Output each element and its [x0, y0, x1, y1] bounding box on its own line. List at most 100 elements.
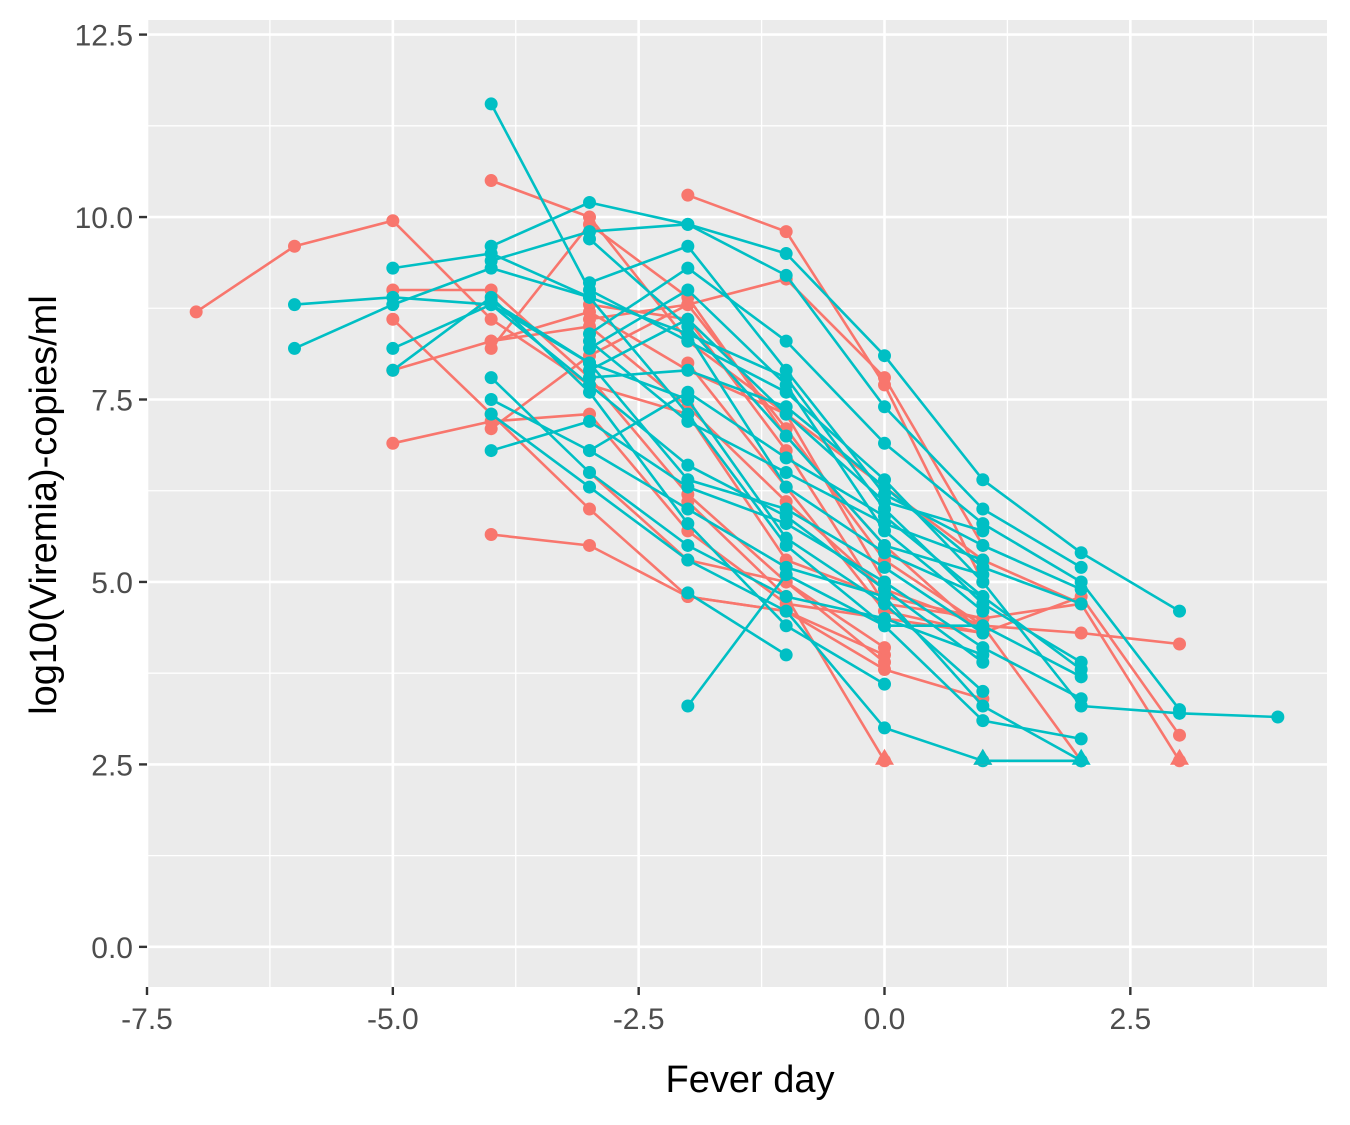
data-point-cyan — [583, 414, 596, 428]
data-point-cyan — [288, 341, 301, 355]
data-point-cyan — [779, 619, 793, 633]
series-line-cyan — [588, 390, 1082, 671]
data-point-red — [484, 334, 498, 348]
data-point-cyan — [878, 349, 891, 363]
data-point-cyan — [878, 480, 891, 494]
data-point-cyan — [779, 407, 793, 421]
series-line-cyan — [392, 252, 1082, 741]
series-line-cyan — [490, 201, 1181, 613]
censored-point-cyan — [1071, 748, 1091, 765]
data-point-cyan — [583, 232, 596, 246]
censored-point-red — [875, 748, 894, 765]
data-point-red — [583, 305, 596, 319]
data-point-red — [484, 312, 498, 326]
data-point-cyan — [976, 553, 990, 567]
data-point-red — [583, 502, 596, 516]
x-tick-label: -7.5 — [121, 1003, 173, 1036]
axes-layer: -7.5 -5.0 -2.5 0.0 2.5 0.0 2.5 5.0 7.5 10.0 12.5 — [75, 20, 1152, 1036]
data-point-cyan — [681, 385, 695, 399]
data-point-cyan — [681, 217, 695, 231]
data-point-cyan — [976, 502, 990, 516]
y-tick-label: 0.0 — [91, 932, 133, 965]
series-layer — [189, 97, 1285, 768]
data-point-cyan — [583, 276, 596, 290]
y-tick-label: 5.0 — [91, 567, 133, 600]
x-tick-label: 2.5 — [1109, 1003, 1151, 1036]
data-point-cyan — [583, 465, 596, 479]
data-point-cyan — [878, 436, 891, 450]
x-axis-title: Fever day — [666, 1059, 835, 1101]
data-point-cyan — [583, 444, 596, 458]
data-point-cyan — [583, 334, 596, 348]
censored-point-cyan — [973, 748, 993, 765]
data-point-red — [779, 225, 793, 239]
data-point-cyan — [878, 721, 891, 735]
data-point-cyan — [779, 568, 793, 582]
data-point-cyan — [484, 444, 498, 458]
data-point-cyan — [1074, 670, 1088, 684]
y-tick-label: 2.5 — [91, 749, 133, 782]
data-point-cyan — [681, 553, 695, 567]
data-point-red — [583, 538, 596, 552]
data-point-cyan — [681, 414, 695, 428]
series-line-cyan — [392, 295, 886, 686]
data-point-red — [681, 298, 695, 312]
data-point-red — [878, 641, 891, 655]
data-point-red — [484, 528, 498, 542]
series-line-cyan — [686, 333, 984, 598]
data-point-cyan — [878, 560, 891, 574]
data-point-cyan — [779, 590, 793, 604]
data-point-cyan — [681, 458, 695, 472]
data-point-cyan — [1173, 604, 1186, 618]
data-point-red — [189, 305, 203, 319]
data-point-cyan — [386, 341, 400, 355]
data-point-red — [681, 188, 695, 202]
data-point-cyan — [583, 363, 596, 377]
data-point-cyan — [1173, 703, 1186, 717]
data-point-cyan — [878, 619, 891, 633]
data-point-cyan — [484, 239, 498, 253]
data-point-red — [1074, 626, 1088, 640]
censored-point-red — [1170, 748, 1189, 765]
data-point-red — [1173, 637, 1186, 651]
series-line-cyan — [589, 368, 1082, 606]
data-point-cyan — [386, 261, 400, 275]
data-point-cyan — [1074, 546, 1088, 560]
data-point-cyan — [681, 699, 695, 713]
data-point-cyan — [681, 473, 695, 487]
data-point-cyan — [976, 684, 990, 698]
y-tick-label: 10.0 — [75, 202, 133, 235]
data-point-cyan — [681, 283, 695, 297]
data-point-cyan — [681, 517, 695, 531]
data-point-cyan — [681, 502, 695, 516]
x-tick-label: -5.0 — [367, 1003, 419, 1036]
data-point-cyan — [681, 239, 695, 253]
data-point-cyan — [288, 298, 301, 312]
data-point-cyan — [1074, 692, 1088, 706]
data-point-cyan — [976, 590, 990, 604]
data-point-cyan — [484, 294, 498, 308]
series-line-cyan — [687, 591, 787, 656]
data-point-cyan — [779, 363, 793, 377]
data-point-cyan — [878, 517, 891, 531]
data-point-cyan — [779, 268, 793, 282]
y-axis-title: log10(Viremia)-copies/ml — [23, 295, 65, 715]
data-point-cyan — [484, 393, 498, 407]
data-point-cyan — [1074, 582, 1088, 596]
data-point-cyan — [779, 648, 793, 662]
data-point-cyan — [779, 517, 793, 531]
data-point-red — [288, 239, 301, 253]
data-point-red — [1173, 728, 1186, 742]
data-point-red — [484, 422, 498, 436]
x-tick-label: 0.0 — [864, 1003, 906, 1036]
data-point-cyan — [779, 465, 793, 479]
data-point-red — [386, 214, 400, 228]
data-point-cyan — [976, 699, 990, 713]
data-point-cyan — [779, 378, 793, 392]
series-line-red — [392, 288, 886, 664]
data-point-cyan — [779, 334, 793, 348]
data-point-cyan — [484, 407, 498, 421]
plot-panel — [147, 20, 1327, 987]
data-point-cyan — [779, 451, 793, 465]
